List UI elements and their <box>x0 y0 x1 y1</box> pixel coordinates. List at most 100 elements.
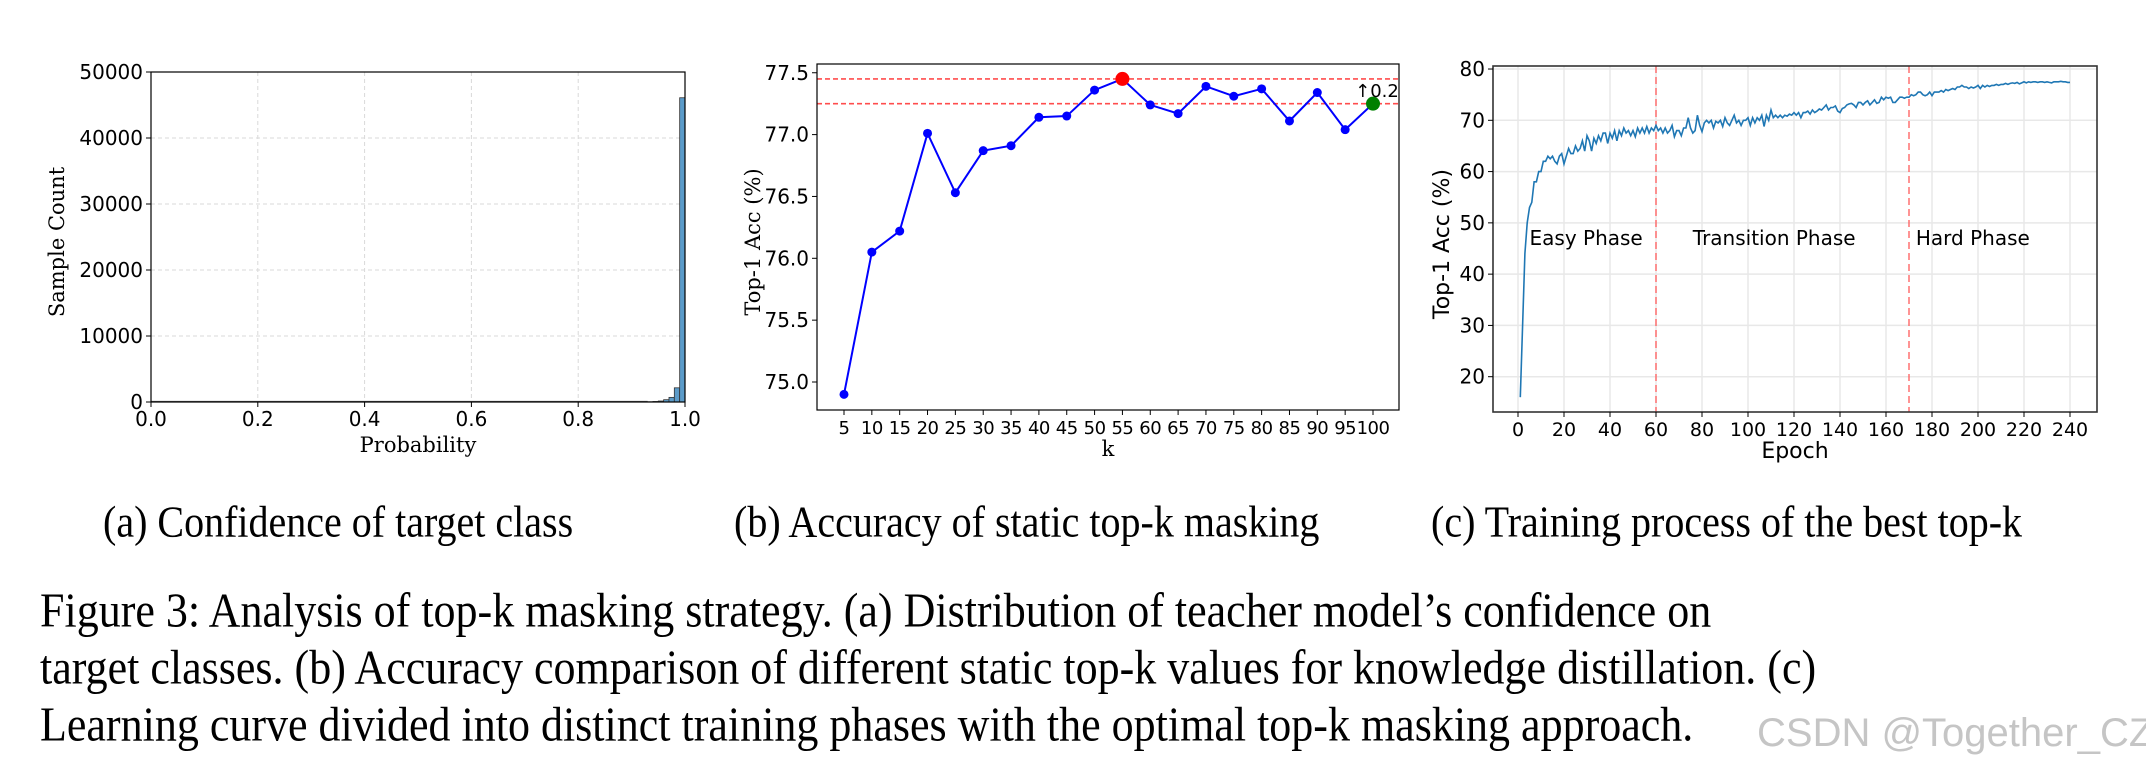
x-axis-label: Probability <box>360 433 477 457</box>
y-tick-label: 77.0 <box>764 123 809 147</box>
y-tick-label: 40000 <box>79 126 143 150</box>
x-tick-label: 100 <box>1357 418 1390 439</box>
data-point <box>1201 81 1211 91</box>
figure-caption: Figure 3: Analysis of top-k masking stra… <box>40 582 2120 753</box>
histogram-bar <box>668 396 675 403</box>
phase-label: Hard Phase <box>1916 226 2030 250</box>
x-tick-label: 50 <box>1084 418 1106 439</box>
improvement-annotation: ↑0.2 <box>1355 81 1399 102</box>
data-point <box>978 146 988 156</box>
baseline-point-marker <box>1366 96 1380 111</box>
data-point <box>950 188 960 198</box>
x-tick-label: 100 <box>1730 419 1766 441</box>
max-point-marker <box>1115 71 1130 86</box>
data-point <box>1090 85 1100 95</box>
x-tick-label: 90 <box>1306 418 1328 439</box>
plot-frame <box>150 71 686 403</box>
x-tick-label: 95 <box>1334 418 1356 439</box>
x-axis-label: Epoch <box>1761 439 1828 464</box>
y-tick-label: 75.0 <box>764 370 809 394</box>
phase-label: Easy Phase <box>1530 226 1643 250</box>
y-axis-label: Sample Count <box>45 166 69 317</box>
data-point <box>1284 116 1294 126</box>
x-tick-label: 240 <box>2052 419 2088 441</box>
plot-frame <box>816 63 1400 411</box>
x-tick-label: 40 <box>1028 418 1050 439</box>
x-tick-label: 40 <box>1598 419 1622 441</box>
data-point <box>1062 111 1072 121</box>
y-tick-label: 50 <box>1460 211 1485 235</box>
x-tick-label: 15 <box>889 418 911 439</box>
x-tick-label: 70 <box>1195 418 1217 439</box>
x-tick-label: 45 <box>1056 418 1078 439</box>
accuracy-line <box>843 77 1374 395</box>
x-tick-label: 0.8 <box>562 407 594 431</box>
x-tick-label: 30 <box>972 418 994 439</box>
x-tick-label: 0.4 <box>349 407 381 431</box>
x-tick-label: 25 <box>944 418 966 439</box>
training-curve-chart: Easy Phase Transition Phase Hard Phase 0 20 4… <box>1430 57 2098 464</box>
x-tick-label: 180 <box>1914 419 1950 441</box>
x-tick-label: 65 <box>1167 418 1189 439</box>
y-tick-label: 76.5 <box>764 184 809 208</box>
y-tick-label: 77.5 <box>764 61 809 85</box>
x-tick-label: 55 <box>1111 418 1133 439</box>
x-tick-label: 0.6 <box>455 407 487 431</box>
caption-line-3: Learning curve divided into distinct tra… <box>40 697 1694 752</box>
x-tick-label: 0.0 <box>135 407 167 431</box>
y-axis-label: Top-1 Acc (%) <box>741 168 765 315</box>
x-tick-label: 80 <box>1690 419 1714 441</box>
x-tick-label: 200 <box>1960 419 1996 441</box>
caption-line-2: target classes. (b) Accuracy comparison … <box>40 640 1817 695</box>
x-tick-label: 160 <box>1868 419 1904 441</box>
data-point <box>1312 88 1322 98</box>
x-tick-label: 85 <box>1279 418 1301 439</box>
subcaption-c: (c) Training process of the best top-k <box>1431 496 2023 547</box>
data-point <box>1340 125 1350 135</box>
figure-charts: 0.0 0.2 0.4 0.6 0.8 1.0 0 10000 20000 30000 40000 5… <box>45 57 2098 464</box>
data-point <box>1034 112 1044 122</box>
x-tick-label: 220 <box>2006 419 2042 441</box>
y-tick-label: 30000 <box>79 192 143 216</box>
histogram-bar <box>679 97 686 403</box>
watermark: CSDN @Together_CZ <box>1757 711 2146 755</box>
x-tick-label: 60 <box>1644 419 1668 441</box>
x-tick-label: 80 <box>1251 418 1273 439</box>
data-point <box>895 226 905 236</box>
data-point <box>1173 109 1183 119</box>
x-axis-label: k <box>1102 437 1115 461</box>
x-tick-label: 20 <box>917 418 939 439</box>
x-tick-label: 20 <box>1552 419 1576 441</box>
plot-frame <box>1492 65 2098 413</box>
data-point <box>1229 91 1239 101</box>
x-tick-label: 120 <box>1776 419 1812 441</box>
topk-accuracy-line-chart: ↑0.2 5 10 15 20 25 30 35 40 45 50 55 60 65 70 75 80 85 90 9… <box>741 61 1400 461</box>
training-accuracy-curve <box>1519 80 2070 398</box>
data-point <box>867 247 877 257</box>
histogram-bar <box>673 387 681 403</box>
y-tick-label: 76.0 <box>764 246 809 270</box>
x-tick-label: 0 <box>1512 419 1524 441</box>
subcaption-b: (b) Accuracy of static top-k masking <box>734 496 1320 547</box>
data-point <box>1006 141 1016 151</box>
y-tick-label: 20000 <box>79 258 143 282</box>
y-tick-label: 10000 <box>79 324 143 348</box>
y-tick-label: 80 <box>1460 57 1485 81</box>
x-tick-label: 60 <box>1139 418 1161 439</box>
phase-label: Transition Phase <box>1692 226 1856 250</box>
data-point <box>1145 100 1155 110</box>
y-tick-label: 30 <box>1460 313 1485 337</box>
y-tick-label: 20 <box>1460 365 1485 389</box>
caption-line-1: Figure 3: Analysis of top-k masking stra… <box>40 583 1712 638</box>
y-tick-label: 70 <box>1460 108 1485 132</box>
subcaption-a: (a) Confidence of target class <box>103 496 574 547</box>
y-tick-label: 0 <box>130 390 143 414</box>
y-tick-label: 75.5 <box>764 308 809 332</box>
x-tick-label: 1.0 <box>669 407 701 431</box>
x-tick-label: 140 <box>1822 419 1858 441</box>
data-point <box>1257 84 1267 94</box>
y-axis-label: Top-1 Acc (%) <box>1430 169 1455 320</box>
x-tick-label: 10 <box>861 418 883 439</box>
x-tick-label: 35 <box>1000 418 1022 439</box>
y-tick-label: 40 <box>1460 262 1485 286</box>
